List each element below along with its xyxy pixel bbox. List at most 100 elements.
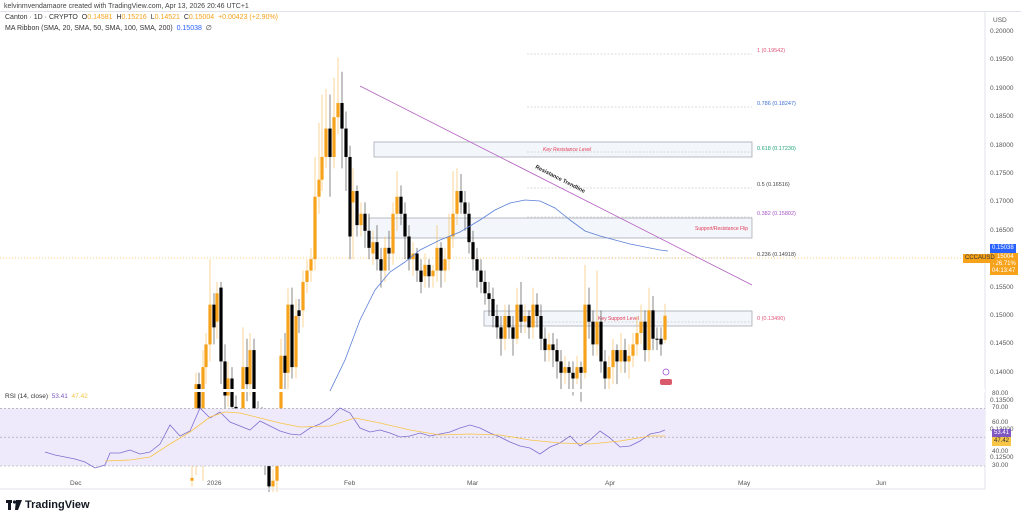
candle-body [603, 361, 607, 379]
candle-body [551, 344, 555, 351]
tradingview-logo-icon [6, 500, 22, 510]
open-value: 0.14581 [87, 14, 113, 21]
candle-body [387, 247, 391, 254]
price-tick: 0.15000 [990, 312, 1014, 319]
ma-ribbon-line [329, 199, 669, 392]
candle-body [423, 264, 427, 277]
candle-body [539, 316, 543, 339]
rsi-value: 53.41 [51, 393, 68, 400]
candle-body [459, 191, 463, 203]
time-tick: Apr [605, 480, 616, 487]
candle-body [623, 350, 627, 362]
zone-box [373, 141, 753, 158]
candle-body [635, 333, 639, 345]
price-tick: 0.16500 [990, 226, 1014, 234]
candle-body [579, 367, 583, 373]
candle-body [411, 253, 415, 260]
candle-body [619, 350, 623, 362]
price-tick: 0.19000 [990, 84, 1014, 92]
candle-body [483, 281, 487, 294]
candle-body [328, 128, 332, 157]
candle-body [294, 316, 298, 368]
candle-body [190, 477, 194, 481]
candle-body [455, 191, 459, 214]
candle-body [599, 321, 603, 362]
candle-body [643, 321, 647, 351]
candle-body [313, 196, 317, 260]
candle-body [495, 316, 499, 328]
candle-body [639, 321, 643, 334]
candle-body [563, 367, 567, 373]
price-tick: 0.12500 [990, 454, 1014, 461]
high-value: 0.15216 [121, 14, 147, 21]
price-tick: 0.17500 [990, 170, 1014, 177]
candle-body [309, 259, 313, 271]
candle-body [383, 247, 387, 271]
time-tick: 2026 [207, 480, 222, 487]
candle-body [271, 480, 275, 487]
candle-body [519, 304, 523, 322]
candle-body [607, 367, 611, 379]
candle-body [547, 344, 551, 351]
chart-frame[interactable] [0, 11, 1021, 490]
candle-body [301, 281, 305, 311]
candle-body [583, 304, 587, 373]
symbol-tag: CCCAUSD [963, 254, 997, 263]
candle-body [475, 259, 479, 271]
candle-body [511, 327, 515, 339]
candle-body [543, 338, 547, 351]
candle-body [375, 242, 379, 260]
candle-body [527, 316, 531, 328]
candle-body [241, 367, 245, 424]
candle-body [226, 378, 230, 396]
key-support-label: Key Support Level [598, 316, 639, 322]
candle-body [471, 242, 475, 260]
candle-body [248, 350, 252, 385]
price-tick: 0.17000 [990, 198, 1014, 206]
rsi-tick: 30.00 [992, 462, 1009, 469]
candle-body [275, 458, 279, 481]
candle-body [279, 355, 283, 458]
candle-body [447, 236, 451, 260]
candle-body [647, 310, 651, 351]
price-tick: 0.18500 [990, 113, 1014, 121]
rsi-tick: 80.00 [992, 390, 1009, 397]
flag-event-icon [660, 379, 672, 385]
symbol-legend[interactable]: Canton · 1D · CRYPTO O0.14581 H0.15216 L… [5, 14, 279, 21]
candle-body [348, 156, 352, 237]
tradingview-logo[interactable]: TradingView [6, 499, 90, 511]
rsi-label: RSI (14, close) [5, 393, 48, 400]
ma-ribbon-legend[interactable]: MA Ribbon (SMA, 20, SMA, 50, SMA, 100, S… [5, 24, 212, 32]
time-tick: Feb [344, 480, 356, 487]
tradingview-logo-text: TradingView [25, 499, 90, 511]
candle-body [515, 304, 519, 339]
change-percent: +26.71% [992, 261, 1016, 267]
candle-body [355, 191, 359, 226]
low-value: 0.14521 [154, 14, 180, 21]
candle-body [297, 310, 301, 316]
candle-body [267, 463, 271, 487]
rsi-ma-tag: 47.42 [992, 437, 1012, 446]
candle-body [507, 316, 511, 328]
fib-label: 0.5 (0.16516) [757, 182, 790, 188]
candle-body [245, 367, 249, 385]
fib-label: 0.236 (0.14918) [757, 252, 796, 258]
candle-body [535, 304, 539, 316]
candle-body [499, 327, 503, 339]
candle-body [627, 355, 631, 362]
candle-body [419, 270, 423, 282]
time-tick: Dec [70, 480, 82, 487]
candle-body [286, 304, 290, 373]
ma-ribbon-value: 0.15038 [176, 25, 202, 32]
candle-body [439, 247, 443, 271]
price-tick: 0.14500 [990, 340, 1014, 348]
candle-body [611, 350, 615, 368]
candle-body [324, 128, 328, 157]
ma-price-tag: 0.15038 [990, 244, 1016, 253]
candle-body [391, 213, 395, 254]
rsi-legend[interactable]: RSI (14, close) 53.41 47.42 [5, 393, 88, 400]
key-resistance-label: Key Resistance Level [543, 147, 592, 153]
candle-body [615, 350, 619, 362]
rsi-ma-value: 47.42 [71, 393, 88, 400]
